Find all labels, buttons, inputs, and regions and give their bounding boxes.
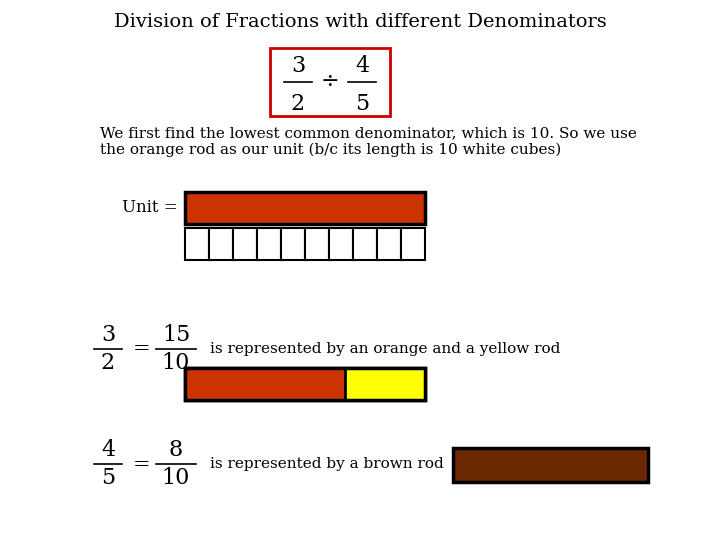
Text: the orange rod as our unit (b/c its length is 10 white cubes): the orange rod as our unit (b/c its leng… xyxy=(100,143,562,157)
Bar xyxy=(185,192,425,224)
Bar xyxy=(281,228,305,260)
Text: 5: 5 xyxy=(101,467,115,489)
Bar xyxy=(353,228,377,260)
Text: We first find the lowest common denominator, which is 10. So we use: We first find the lowest common denomina… xyxy=(100,126,637,140)
Bar xyxy=(185,368,345,400)
Text: =: = xyxy=(133,455,150,474)
Text: 10: 10 xyxy=(162,467,190,489)
Text: =: = xyxy=(133,340,150,359)
Text: is represented by an orange and a yellow rod: is represented by an orange and a yellow… xyxy=(210,342,560,356)
Text: 2: 2 xyxy=(291,93,305,115)
Text: is represented by a brown rod: is represented by a brown rod xyxy=(210,457,444,471)
Bar xyxy=(185,228,209,260)
Text: 4: 4 xyxy=(101,439,115,461)
Text: 3: 3 xyxy=(291,55,305,77)
Bar xyxy=(345,368,425,400)
Bar xyxy=(377,228,401,260)
Bar xyxy=(401,228,425,260)
Text: 15: 15 xyxy=(162,324,190,346)
Text: ÷: ÷ xyxy=(320,71,339,93)
Text: 8: 8 xyxy=(169,439,183,461)
Bar xyxy=(209,228,233,260)
Text: 10: 10 xyxy=(162,352,190,374)
Bar xyxy=(305,228,329,260)
Text: 5: 5 xyxy=(355,93,369,115)
Bar xyxy=(185,368,425,400)
Text: Division of Fractions with different Denominators: Division of Fractions with different Den… xyxy=(114,13,606,31)
Bar xyxy=(185,368,425,400)
Bar xyxy=(329,228,353,260)
Bar xyxy=(233,228,257,260)
Bar xyxy=(257,228,281,260)
Text: Unit =: Unit = xyxy=(122,199,178,217)
Text: 3: 3 xyxy=(101,324,115,346)
Bar xyxy=(453,448,648,482)
Text: 2: 2 xyxy=(101,352,115,374)
Text: 4: 4 xyxy=(355,55,369,77)
Bar xyxy=(270,48,390,116)
